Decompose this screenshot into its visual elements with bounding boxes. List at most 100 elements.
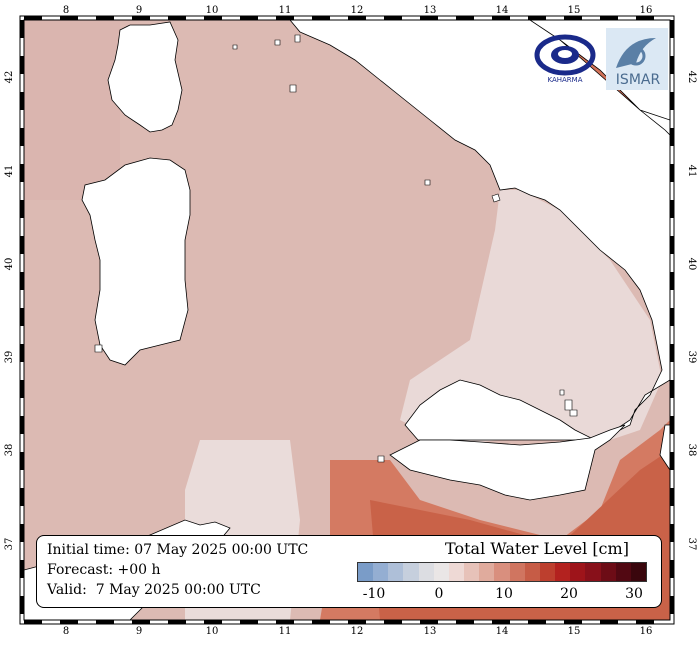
frame-segment bbox=[24, 620, 42, 624]
lon-tick-top: 10 bbox=[206, 5, 219, 16]
frame-segment bbox=[384, 16, 402, 20]
frame-segment bbox=[492, 620, 510, 624]
frame-segment bbox=[20, 596, 24, 614]
frame-segment bbox=[168, 620, 186, 624]
colorbar-segment bbox=[403, 563, 419, 581]
lon-tick-top: 8 bbox=[63, 5, 69, 16]
frame-segment bbox=[670, 380, 674, 398]
lat-tick-left: 39 bbox=[4, 351, 15, 364]
frame-segment bbox=[456, 620, 474, 624]
lon-tick-bottom: 11 bbox=[279, 626, 292, 637]
colorbar-segment bbox=[464, 563, 480, 581]
colorbar-tick-label: 0 bbox=[434, 586, 444, 602]
frame-segment bbox=[670, 272, 674, 290]
lon-tick-top: 13 bbox=[424, 5, 437, 16]
frame-segment bbox=[24, 16, 42, 20]
frame-segment bbox=[384, 620, 402, 624]
frame-segment bbox=[240, 16, 258, 20]
colorbar-segment bbox=[615, 563, 631, 581]
frame-segment bbox=[348, 16, 366, 20]
lon-tick-top: 9 bbox=[136, 5, 142, 16]
frame-segment bbox=[670, 308, 674, 326]
lon-tick-bottom: 13 bbox=[424, 626, 437, 637]
frame-segment bbox=[20, 488, 24, 506]
colorbar-tick-label: 10 bbox=[495, 586, 513, 602]
lat-tick-left: 41 bbox=[4, 165, 15, 178]
frame-segment bbox=[20, 92, 24, 110]
frame-segment bbox=[600, 16, 618, 20]
frame-segment bbox=[670, 20, 674, 38]
lat-tick-right: 41 bbox=[686, 165, 697, 178]
lon-tick-bottom: 8 bbox=[63, 626, 69, 637]
lat-tick-right: 38 bbox=[686, 444, 697, 457]
kaharma-logo-text: KAHARMA bbox=[548, 76, 583, 84]
colorbar-segment bbox=[585, 563, 601, 581]
kaharma-logo: KAHARMA bbox=[530, 30, 600, 90]
frame-segment bbox=[348, 620, 366, 624]
lat-tick-right: 42 bbox=[686, 71, 697, 84]
lon-tick-top: 15 bbox=[568, 5, 581, 16]
colorbar-segment bbox=[509, 563, 525, 581]
frame-segment bbox=[20, 524, 24, 542]
frame-segment bbox=[20, 416, 24, 434]
colorbar-segment bbox=[494, 563, 510, 581]
frame-segment bbox=[636, 16, 654, 20]
lon-tick-bottom: 16 bbox=[640, 626, 653, 637]
frame-segment bbox=[670, 164, 674, 182]
lon-tick-top: 11 bbox=[279, 5, 292, 16]
ismar-logo: ISMAR bbox=[606, 28, 668, 90]
frame-segment bbox=[670, 56, 674, 74]
frame-segment bbox=[204, 620, 222, 624]
frame-segment bbox=[20, 200, 24, 218]
frame-segment bbox=[240, 620, 258, 624]
colorbar-segment bbox=[373, 563, 389, 581]
frame-segment bbox=[132, 16, 150, 20]
colorbar-tick-label: 30 bbox=[625, 586, 643, 602]
frame-segment bbox=[528, 620, 546, 624]
colorbar-segment bbox=[388, 563, 404, 581]
lat-tick-left: 40 bbox=[4, 258, 15, 271]
colorbar-segment bbox=[539, 563, 556, 581]
colorbar-segment bbox=[418, 563, 434, 581]
map-tick-labels: 8 8 9 9 10 10 11 11 12 12 13 13 14 14 15 15 16 16 42 42 41 41… bbox=[4, 5, 697, 637]
frame-segment bbox=[492, 16, 510, 20]
frame-segment bbox=[670, 128, 674, 146]
frame-segment bbox=[670, 524, 674, 542]
map-frame bbox=[19, 15, 675, 625]
frame-segment bbox=[670, 416, 674, 434]
kaharma-logo-graphic: KAHARMA bbox=[534, 34, 596, 84]
frame-segment bbox=[20, 236, 24, 254]
colorbar-segment bbox=[630, 563, 646, 581]
frame-segment bbox=[60, 16, 78, 20]
colorbar-segment bbox=[524, 563, 540, 581]
lat-tick-right: 39 bbox=[686, 351, 697, 364]
frame-segment bbox=[528, 16, 546, 20]
ismar-logo-text: ISMAR bbox=[616, 72, 661, 88]
frame-segment bbox=[20, 452, 24, 470]
colorbar-segment bbox=[479, 563, 495, 581]
colorbar-segment bbox=[570, 563, 586, 581]
frame-segment bbox=[20, 20, 24, 38]
frame-segment bbox=[636, 620, 654, 624]
frame-segment bbox=[168, 16, 186, 20]
frame-segment bbox=[96, 16, 114, 20]
lon-tick-bottom: 10 bbox=[206, 626, 219, 637]
frame-segment bbox=[670, 452, 674, 470]
colorbar-segment bbox=[433, 563, 449, 581]
lon-tick-bottom: 9 bbox=[136, 626, 142, 637]
colorbar-segment bbox=[600, 563, 616, 581]
frame-segment bbox=[20, 560, 24, 578]
initial-time-label: Initial time: 07 May 2025 00:00 UTC bbox=[47, 542, 309, 558]
frame-segment bbox=[564, 620, 582, 624]
colorbar-title: Total Water Level [cm] bbox=[445, 539, 629, 558]
frame-segment bbox=[312, 620, 330, 624]
frame-segment bbox=[20, 56, 24, 74]
frame-segment bbox=[276, 620, 294, 624]
colorbar-segment bbox=[555, 563, 571, 581]
frame-segment bbox=[132, 620, 150, 624]
frame-segment bbox=[564, 16, 582, 20]
frame-segment bbox=[96, 620, 114, 624]
frame-segment bbox=[670, 596, 674, 614]
frame-segment bbox=[20, 380, 24, 398]
frame-segment bbox=[20, 272, 24, 290]
